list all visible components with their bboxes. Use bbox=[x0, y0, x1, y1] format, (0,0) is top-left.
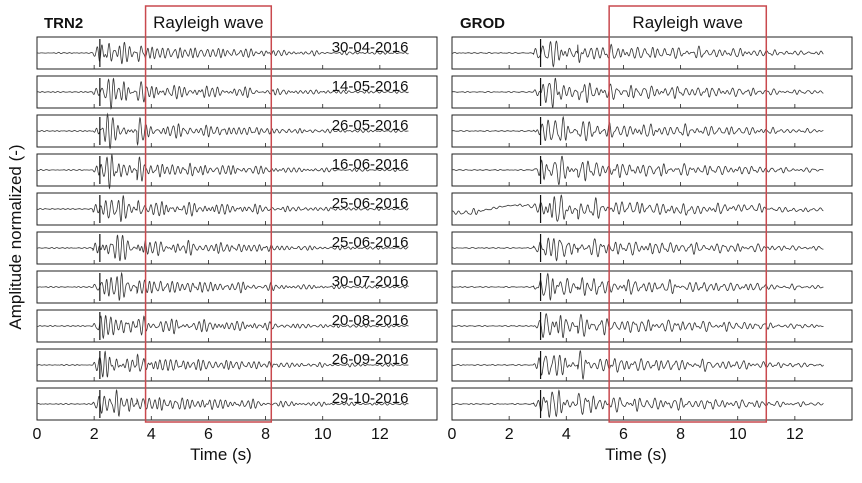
trace-date-label: 25-06-2016 bbox=[332, 195, 409, 212]
x-axis-label: Time (s) bbox=[190, 445, 252, 464]
trace-frame bbox=[451, 114, 853, 148]
seismic-trace bbox=[36, 77, 409, 110]
trace-row: 20-08-2016 bbox=[36, 309, 438, 343]
seismic-trace bbox=[451, 194, 824, 222]
seismic-trace bbox=[37, 194, 409, 223]
trace-row bbox=[451, 348, 853, 382]
trace-date-label: 14-05-2016 bbox=[332, 78, 409, 95]
rayleigh-window-box bbox=[144, 5, 273, 423]
trace-row: 16-06-2016 bbox=[36, 153, 438, 190]
seismic-trace bbox=[451, 115, 824, 142]
rayleigh-wave-label: Rayleigh wave bbox=[153, 13, 264, 32]
trace-row: 29-10-2016 bbox=[36, 387, 438, 421]
x-tick-label: 12 bbox=[371, 426, 389, 443]
x-tick-label: 10 bbox=[314, 426, 332, 443]
trace-row bbox=[451, 231, 853, 265]
x-tick-label: 8 bbox=[261, 426, 270, 443]
trace-frame bbox=[36, 348, 438, 382]
seismic-trace bbox=[36, 350, 409, 378]
x-tick-label: 12 bbox=[786, 426, 804, 443]
trace-row: 25-06-2016 bbox=[36, 231, 438, 265]
trace-row: 26-05-2016 bbox=[36, 112, 438, 149]
trace-row bbox=[451, 114, 853, 148]
trace-row: 30-04-2016 bbox=[36, 36, 438, 70]
x-tick-label: 10 bbox=[729, 426, 747, 443]
seismic-trace bbox=[36, 389, 409, 418]
panel-grod: GROD Rayleigh wave 0 2 4 6 8 10 12 Time (s) bbox=[448, 5, 853, 464]
trace-row bbox=[451, 153, 853, 187]
seismic-trace bbox=[451, 77, 824, 109]
seismic-trace bbox=[451, 350, 824, 380]
panel-title: GROD bbox=[460, 15, 505, 32]
trace-row: 30-07-2016 bbox=[36, 270, 438, 304]
seismic-trace bbox=[36, 153, 409, 190]
trace-row bbox=[451, 270, 853, 304]
panel-trn2: TRN2 30-04-2016 14-05-2016 26-05-2016 16-06-… bbox=[33, 5, 438, 464]
trace-row bbox=[451, 36, 853, 70]
x-tick-label: 2 bbox=[505, 426, 514, 443]
y-axis-label: Amplitude normalized (-) bbox=[6, 144, 25, 329]
trace-row bbox=[451, 387, 853, 421]
x-tick-label: 8 bbox=[676, 426, 685, 443]
seismic-trace bbox=[37, 112, 409, 149]
seismic-trace bbox=[451, 389, 824, 418]
trace-frame bbox=[451, 75, 853, 109]
trace-frame bbox=[451, 231, 853, 265]
seismic-trace bbox=[452, 155, 824, 186]
trace-row bbox=[451, 75, 853, 109]
seismic-trace bbox=[452, 313, 824, 339]
x-tick-label: 2 bbox=[90, 426, 99, 443]
x-tick-label: 6 bbox=[204, 426, 213, 443]
seismic-trace bbox=[451, 40, 824, 68]
x-tick-label: 4 bbox=[562, 426, 571, 443]
trace-row bbox=[451, 309, 853, 343]
x-tick-label: 0 bbox=[448, 426, 457, 443]
trace-date-label: 16-06-2016 bbox=[332, 156, 409, 173]
trace-frame bbox=[451, 387, 853, 421]
seismic-trace bbox=[37, 234, 409, 262]
rayleigh-wave-label: Rayleigh wave bbox=[632, 13, 743, 32]
trace-date-label: 29-10-2016 bbox=[332, 390, 409, 407]
trace-frame bbox=[451, 192, 853, 226]
rayleigh-window-box bbox=[608, 5, 768, 423]
trace-date-label: 30-04-2016 bbox=[332, 39, 409, 56]
seismic-trace bbox=[452, 237, 824, 262]
trace-frame bbox=[36, 309, 438, 343]
trace-frame bbox=[36, 270, 438, 304]
trace-date-label: 26-09-2016 bbox=[332, 351, 409, 368]
trace-row bbox=[451, 192, 853, 226]
trace-row: 26-09-2016 bbox=[36, 348, 438, 382]
trace-row: 14-05-2016 bbox=[36, 75, 438, 110]
trace-date-label: 25-06-2016 bbox=[332, 234, 409, 251]
x-tick-label: 0 bbox=[33, 426, 42, 443]
trace-row: 25-06-2016 bbox=[36, 192, 438, 226]
seismic-trace bbox=[36, 271, 409, 301]
seismic-trace bbox=[36, 314, 409, 340]
x-axis-label: Time (s) bbox=[605, 445, 667, 464]
trace-date-label: 30-07-2016 bbox=[332, 273, 409, 290]
trace-date-label: 26-05-2016 bbox=[332, 117, 409, 134]
panel-title: TRN2 bbox=[44, 15, 83, 32]
x-tick-label: 6 bbox=[619, 426, 628, 443]
seismic-trace bbox=[37, 41, 409, 65]
trace-date-label: 20-08-2016 bbox=[332, 312, 409, 329]
x-tick-label: 4 bbox=[147, 426, 156, 443]
seismic-trace bbox=[451, 272, 824, 301]
